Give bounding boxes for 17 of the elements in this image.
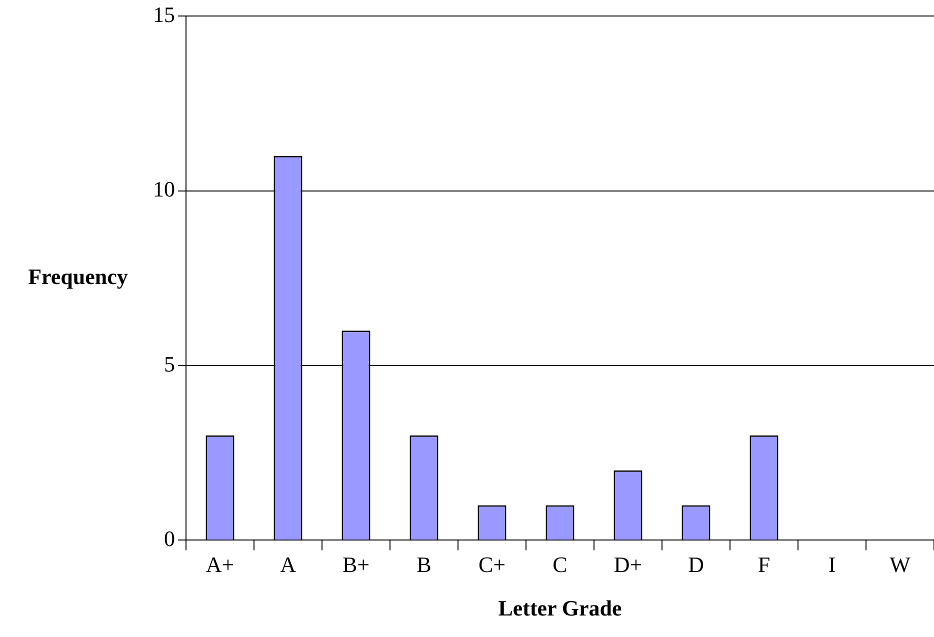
x-tick-label: C+ bbox=[478, 552, 506, 578]
x-tick-label: F bbox=[758, 552, 770, 578]
x-axis-title: Letter Grade bbox=[498, 595, 622, 620]
y-tick-label: 10 bbox=[153, 176, 175, 202]
y-tick-label: 15 bbox=[153, 2, 175, 27]
x-tick-label: A+ bbox=[206, 552, 234, 578]
x-tick-label: C bbox=[552, 552, 568, 578]
x-tick-label: B bbox=[416, 552, 432, 578]
x-tick-label: D+ bbox=[614, 552, 642, 578]
x-tick-label: W bbox=[890, 552, 911, 578]
y-tick-label: 5 bbox=[164, 351, 175, 376]
y-tick-label: 0 bbox=[164, 526, 175, 551]
x-tick-label: D bbox=[688, 552, 704, 578]
x-tick-label: I bbox=[828, 552, 836, 578]
x-tick-label: B+ bbox=[342, 552, 370, 578]
x-tick-label: A bbox=[280, 552, 296, 578]
y-axis-title: Frequency bbox=[28, 264, 128, 289]
